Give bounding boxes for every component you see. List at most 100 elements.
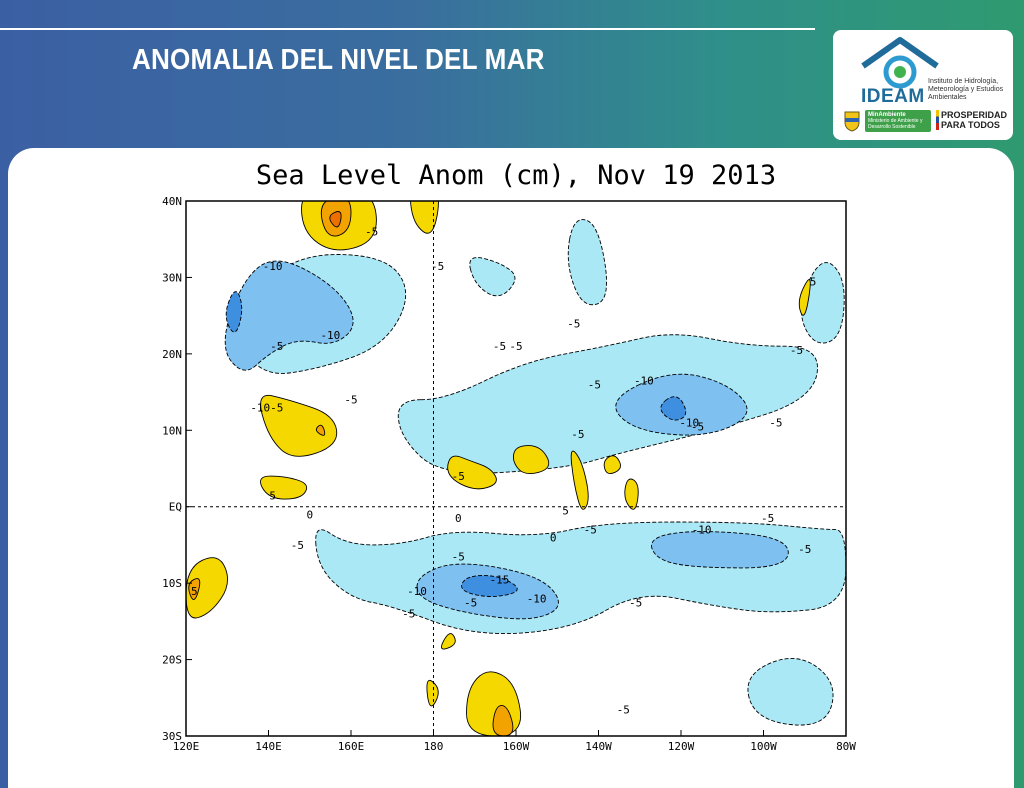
- contour-label: 0: [550, 531, 557, 544]
- anomaly-region: [651, 531, 789, 569]
- anomaly-region: [225, 291, 243, 333]
- anomaly-region: [260, 394, 338, 457]
- contour-label: -5: [617, 703, 630, 716]
- contour-label: -5: [344, 394, 357, 407]
- contour-label: -10: [634, 375, 654, 388]
- anomaly-region: [567, 219, 607, 306]
- anomaly-region: [186, 557, 228, 619]
- x-tick-label: 120E: [173, 740, 200, 753]
- x-tick-label: 80W: [836, 740, 856, 753]
- y-tick-label: 20S: [162, 654, 182, 667]
- anomaly-region: [570, 450, 589, 510]
- anomaly-region: [441, 633, 456, 650]
- anomaly-region: [426, 679, 439, 707]
- y-tick-label: 10N: [162, 424, 182, 437]
- y-tick-label: 30S: [162, 730, 182, 743]
- contour-label: -5: [291, 539, 304, 552]
- anomaly-region: [447, 455, 497, 490]
- y-tick-label: 20N: [162, 348, 182, 361]
- contour-label: -5: [365, 226, 378, 239]
- anomaly-region: [660, 396, 687, 421]
- contour-label: -10: [320, 329, 340, 342]
- anomaly-region: [747, 658, 834, 726]
- contour-label: -5: [588, 378, 601, 391]
- contour-label: -15: [490, 573, 510, 586]
- contour-label: -5: [761, 512, 774, 525]
- contour-label: -10: [407, 585, 427, 598]
- x-tick-label: 180: [424, 740, 444, 753]
- contour-label: -5: [270, 401, 283, 414]
- contour-label: 5: [562, 505, 569, 518]
- flag-bar-icon: [936, 110, 939, 130]
- contour-label: 5: [810, 275, 817, 288]
- contour-label: 0: [306, 508, 313, 521]
- reference-lines: [186, 201, 846, 736]
- sea-level-anomaly-chart: Sea Level Anom (cm), Nov 19 2013 -10-10-…: [162, 160, 856, 753]
- anomaly-region: [188, 578, 201, 600]
- anomaly-region: [461, 575, 518, 597]
- prosperidad-logo: PROSPERIDAD PARA TODOS: [936, 110, 1007, 130]
- contour-label: -5: [464, 596, 477, 609]
- y-tick-label: 40N: [162, 195, 182, 208]
- contour-label: -10: [692, 524, 712, 537]
- contour-label: -5: [571, 428, 584, 441]
- contour-label: -5: [798, 543, 811, 556]
- contour-label: -5: [629, 596, 642, 609]
- contour-labels: -10 -10 -10 -5 -5 -5 -5 -5 5 -5 -5 -5 -5 -10 -10 -5 -5 -5…: [191, 226, 816, 717]
- anomaly-region: [260, 475, 308, 500]
- contour-label: -5: [567, 317, 580, 330]
- x-tick-label: 140W: [585, 740, 612, 753]
- anomaly-regions: [186, 201, 846, 736]
- x-tick-label: 160E: [338, 740, 365, 753]
- contour-label: -5: [270, 340, 283, 353]
- anomaly-region: [410, 201, 439, 234]
- slogan-line-1: PROSPERIDAD: [941, 110, 1008, 120]
- y-tick-label: 30N: [162, 271, 182, 284]
- y-tick-label: 10S: [162, 577, 182, 590]
- ideam-logo: IDEAM Instituto de Hidrología, Meteorolo…: [833, 30, 1013, 140]
- anomaly-region: [492, 704, 514, 736]
- slide-title: ANOMALIA DEL NIVEL DEL MAR: [132, 44, 545, 76]
- y-tick-label: EQ: [169, 501, 182, 514]
- anomaly-region: [329, 211, 342, 228]
- anomaly-region: [798, 279, 811, 316]
- colombia-shield-icon: [844, 111, 860, 132]
- contour-label: -5: [452, 550, 465, 563]
- ministry-name: MinAmbiente: [868, 112, 906, 118]
- anomaly-region: [224, 260, 354, 371]
- contour-label: 5: [269, 489, 276, 502]
- ministry-detail: Ministerio de Ambiente y Desarrollo Sost…: [868, 118, 923, 130]
- anomaly-region: [469, 257, 516, 297]
- contour-label: -10: [527, 592, 547, 605]
- contour-label: -5: [769, 417, 782, 430]
- contour-label: -5: [452, 470, 465, 483]
- contour-label: -5: [584, 524, 597, 537]
- anomaly-region: [624, 478, 639, 510]
- ministry-badge: MinAmbiente Ministerio de Ambiente y Des…: [865, 110, 931, 132]
- contour-label: -5: [402, 608, 415, 621]
- logo-subtitle: Instituto de Hidrología, Meteorología y …: [928, 78, 1004, 101]
- contour-label: -5: [493, 340, 506, 353]
- contour-label: -10: [679, 417, 699, 430]
- contour-label: 5: [191, 585, 198, 598]
- contour-label: -5: [790, 344, 803, 357]
- chart-title: Sea Level Anom (cm), Nov 19 2013: [256, 160, 776, 191]
- contour-label: 0: [455, 512, 462, 525]
- anomaly-region: [397, 334, 818, 474]
- contour-label: -10: [263, 260, 283, 273]
- plot-axes: 120E 140E 160E 180 160W 140W 120W 100W 80W 40N 30N…: [162, 195, 856, 753]
- contour-label: -5: [431, 260, 444, 273]
- contour-label: -5: [691, 420, 704, 433]
- contour-label: -5: [509, 340, 522, 353]
- slogan-line-2: PARA TODOS: [941, 120, 1000, 130]
- x-tick-label: 140E: [255, 740, 282, 753]
- ideam-house-icon: [861, 37, 939, 89]
- anomaly-region: [315, 424, 326, 436]
- anomaly-region: [512, 445, 550, 474]
- x-tick-label: 100W: [750, 740, 777, 753]
- logo-name: IDEAM: [861, 86, 925, 107]
- x-tick-label: 160W: [503, 740, 530, 753]
- top-rule: [0, 28, 815, 30]
- anomaly-region: [603, 455, 621, 474]
- x-tick-label: 120W: [668, 740, 695, 753]
